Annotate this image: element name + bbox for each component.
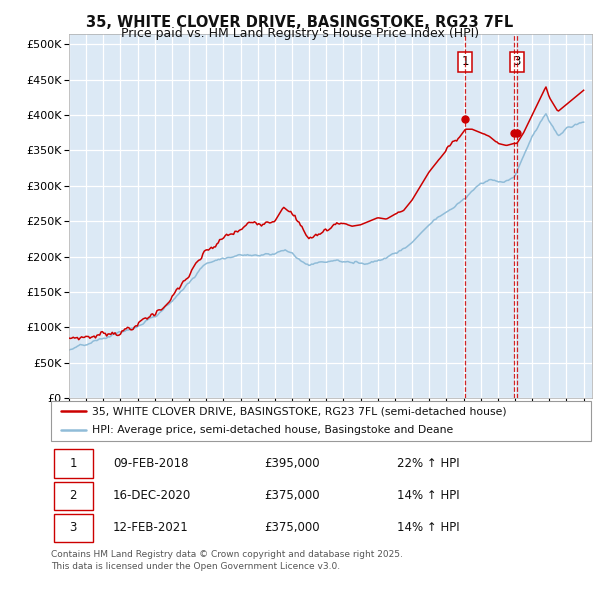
Text: £375,000: £375,000 bbox=[265, 521, 320, 534]
Bar bbox=[54, 514, 92, 542]
Text: 14% ↑ HPI: 14% ↑ HPI bbox=[397, 521, 459, 534]
Text: 14% ↑ HPI: 14% ↑ HPI bbox=[397, 489, 459, 502]
Bar bbox=[54, 450, 92, 477]
Text: 3: 3 bbox=[70, 521, 77, 534]
Text: 12-FEB-2021: 12-FEB-2021 bbox=[113, 521, 189, 534]
Text: 09-FEB-2018: 09-FEB-2018 bbox=[113, 457, 188, 470]
Text: 35, WHITE CLOVER DRIVE, BASINGSTOKE, RG23 7FL (semi-detached house): 35, WHITE CLOVER DRIVE, BASINGSTOKE, RG2… bbox=[91, 407, 506, 417]
Text: 1: 1 bbox=[461, 55, 469, 68]
Text: HPI: Average price, semi-detached house, Basingstoke and Deane: HPI: Average price, semi-detached house,… bbox=[91, 425, 453, 435]
Text: 22% ↑ HPI: 22% ↑ HPI bbox=[397, 457, 459, 470]
Text: 3: 3 bbox=[513, 55, 521, 68]
Text: 16-DEC-2020: 16-DEC-2020 bbox=[113, 489, 191, 502]
Text: 35, WHITE CLOVER DRIVE, BASINGSTOKE, RG23 7FL: 35, WHITE CLOVER DRIVE, BASINGSTOKE, RG2… bbox=[86, 15, 514, 30]
Text: Contains HM Land Registry data © Crown copyright and database right 2025.
This d: Contains HM Land Registry data © Crown c… bbox=[51, 550, 403, 571]
Text: Price paid vs. HM Land Registry's House Price Index (HPI): Price paid vs. HM Land Registry's House … bbox=[121, 27, 479, 40]
Text: £375,000: £375,000 bbox=[265, 489, 320, 502]
Text: 1: 1 bbox=[70, 457, 77, 470]
Bar bbox=[54, 481, 92, 510]
Text: 2: 2 bbox=[70, 489, 77, 502]
Text: £395,000: £395,000 bbox=[265, 457, 320, 470]
